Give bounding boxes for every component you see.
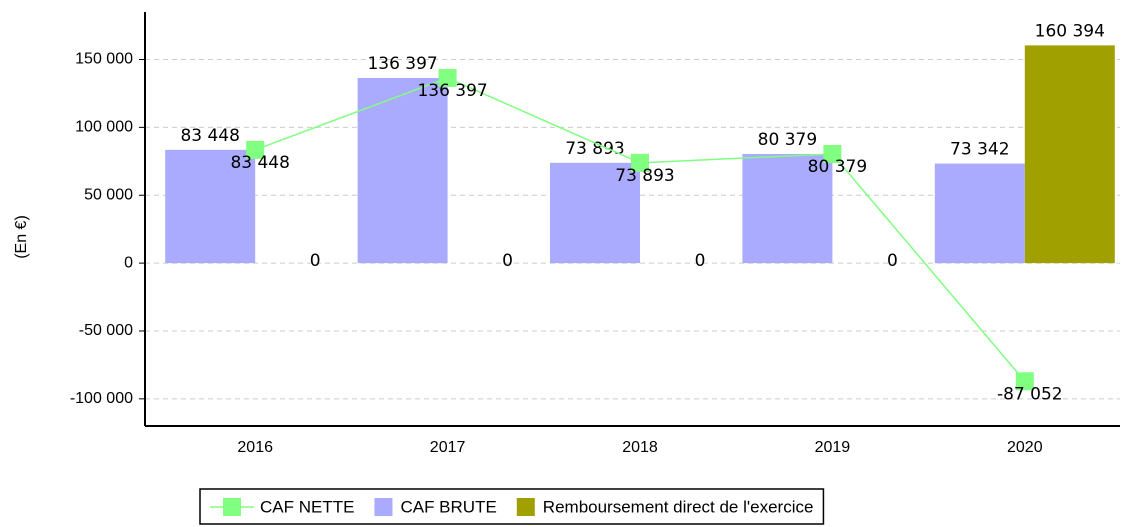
legend-label: CAF BRUTE (400, 497, 496, 516)
value-label: -87 052 (997, 384, 1063, 404)
legend-swatch (516, 498, 535, 516)
value-label: 0 (887, 251, 898, 271)
legend-label: CAF NETTE (260, 497, 354, 516)
bar (550, 162, 640, 264)
legend-swatch (223, 498, 241, 516)
bar (1024, 45, 1115, 264)
y-tick-label: -50 000 (79, 322, 133, 339)
line-marker (631, 153, 649, 172)
value-label: 136 397 (367, 54, 437, 74)
x-tick-label: 2018 (622, 439, 658, 456)
value-label: 0 (502, 251, 513, 271)
value-label: 83 448 (230, 153, 289, 173)
y-axis-label: (En €) (13, 215, 30, 259)
x-tick-label: 2019 (815, 439, 851, 456)
line-marker (1015, 372, 1034, 391)
y-tick-label: -100 000 (70, 390, 133, 407)
value-label: 136 397 (417, 81, 487, 101)
legend-swatch (374, 498, 393, 516)
x-tick-label: 2017 (430, 439, 466, 456)
bar (357, 77, 448, 264)
legend-label: Remboursement direct de l'exercice (543, 497, 814, 516)
legend-box (199, 488, 825, 525)
bar (934, 163, 1025, 264)
y-tick-label: 100 000 (75, 119, 133, 136)
value-label: 83 448 (180, 126, 239, 146)
value-label: 80 379 (808, 157, 867, 177)
bar (165, 149, 256, 264)
y-tick-label: 50 000 (84, 186, 133, 203)
y-tick-label: 150 000 (75, 51, 133, 68)
y-tick-label: 0 (124, 254, 133, 271)
value-label: 80 379 (758, 130, 817, 150)
value-label: 160 394 (1035, 21, 1105, 41)
legend: CAF NETTE CAF BRUTE Remboursement direct d… (199, 488, 825, 525)
line-marker (438, 68, 457, 87)
value-label: 0 (695, 251, 706, 271)
x-tick-label: 2020 (1007, 439, 1043, 456)
value-label: 0 (310, 251, 321, 271)
line-marker (246, 140, 265, 159)
value-label: 73 893 (565, 139, 624, 159)
line-marker (823, 145, 842, 164)
bar (742, 154, 833, 264)
value-label: 73 893 (615, 166, 674, 186)
x-tick-label: 2016 (237, 439, 273, 456)
value-label: 73 342 (950, 140, 1009, 160)
